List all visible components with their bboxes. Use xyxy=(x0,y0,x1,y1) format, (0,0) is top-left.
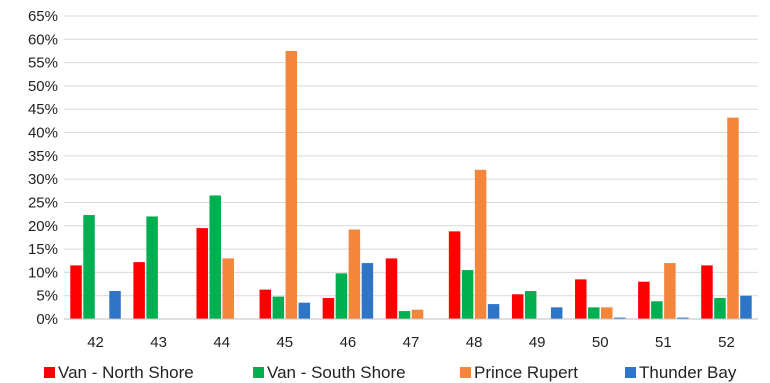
x-tick-label: 51 xyxy=(655,334,672,351)
y-tick-label: 40% xyxy=(28,125,58,142)
legend-swatch xyxy=(253,367,264,378)
y-tick-label: 25% xyxy=(28,194,58,211)
y-tick-label: 30% xyxy=(28,171,58,188)
bar xyxy=(83,215,95,319)
bar xyxy=(70,265,82,319)
bar xyxy=(398,311,411,319)
bar xyxy=(146,216,158,319)
legend-label: Prince Rupert xyxy=(474,363,578,382)
x-tick-label: 43 xyxy=(150,334,167,351)
x-tick-label: 44 xyxy=(213,334,230,351)
bar xyxy=(272,296,285,319)
bar xyxy=(524,291,537,319)
bar xyxy=(222,258,234,319)
y-tick-label: 55% xyxy=(28,55,58,72)
bar xyxy=(701,265,713,319)
bar xyxy=(196,228,208,319)
y-tick-label: 15% xyxy=(28,241,58,258)
x-tick-label: 46 xyxy=(340,334,357,351)
legend-swatch xyxy=(460,367,471,378)
y-tick-label: 60% xyxy=(28,31,58,48)
bar xyxy=(209,195,221,319)
bar xyxy=(348,229,361,319)
bar xyxy=(361,263,374,319)
bar xyxy=(664,263,676,319)
bar xyxy=(487,304,500,319)
y-tick-label: 10% xyxy=(28,264,58,281)
bar xyxy=(511,294,524,319)
x-tick-label: 50 xyxy=(592,334,609,351)
bar xyxy=(588,307,600,319)
legend-label: Van - North Shore xyxy=(58,363,194,382)
bar xyxy=(714,298,726,319)
bar xyxy=(638,281,650,319)
legend-swatch xyxy=(625,367,636,378)
bar xyxy=(109,291,121,319)
y-tick-label: 5% xyxy=(36,288,58,305)
y-tick-label: 45% xyxy=(28,101,58,118)
bar xyxy=(133,262,145,319)
bar xyxy=(651,301,663,319)
y-tick-label: 20% xyxy=(28,218,58,235)
bar xyxy=(298,302,311,319)
bar xyxy=(474,169,487,319)
y-tick-label: 0% xyxy=(36,311,58,328)
bar xyxy=(411,309,424,319)
bar xyxy=(740,295,752,319)
x-tick-label: 48 xyxy=(466,334,483,351)
y-tick-label: 50% xyxy=(28,78,58,95)
legend: Van - North Shore Van - South Shore Prince… xyxy=(44,363,737,382)
bar xyxy=(335,273,348,319)
bar xyxy=(677,317,689,319)
gridlines xyxy=(64,15,758,297)
x-tick-label: 47 xyxy=(403,334,420,351)
bar xyxy=(259,289,272,319)
legend-swatch xyxy=(44,367,55,378)
x-tick-label: 49 xyxy=(529,334,546,351)
x-axis-ticks: 42 43 44 45 46 47 48 49 50 51 52 xyxy=(87,334,735,351)
bar xyxy=(448,231,461,319)
x-tick-label: 52 xyxy=(718,334,735,351)
bar xyxy=(575,279,587,319)
bar xyxy=(550,307,563,319)
bar xyxy=(322,298,335,319)
bar xyxy=(285,50,298,319)
legend-label: Thunder Bay xyxy=(639,363,737,382)
legend-label: Van - South Shore xyxy=(267,363,406,382)
bar xyxy=(461,270,474,319)
x-tick-label: 42 xyxy=(87,334,104,351)
y-axis-ticks: 0% 5% 10% 15% 20% 25% 30% 35% 40% 45% 50% 55% 60% 65% xyxy=(28,8,58,328)
bar xyxy=(385,258,398,319)
bar xyxy=(727,117,739,319)
bars xyxy=(70,50,752,319)
y-tick-label: 35% xyxy=(28,148,58,165)
bar xyxy=(601,307,613,319)
x-tick-label: 45 xyxy=(276,334,293,351)
y-tick-label: 65% xyxy=(28,8,58,25)
bar xyxy=(614,317,626,319)
